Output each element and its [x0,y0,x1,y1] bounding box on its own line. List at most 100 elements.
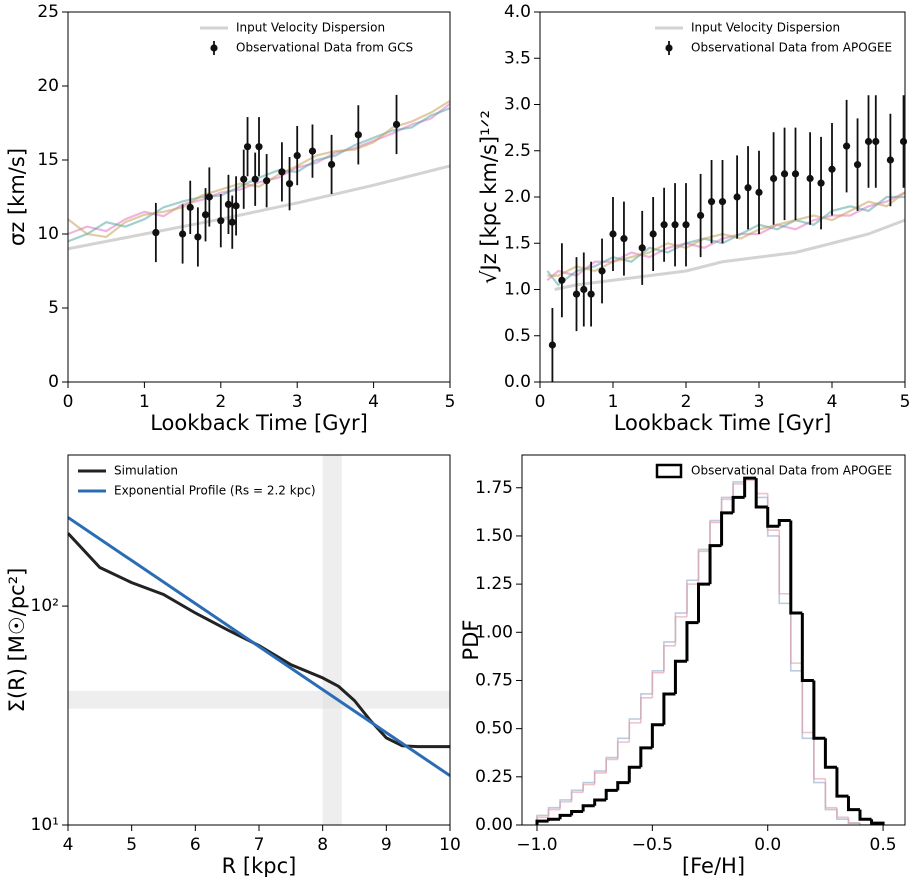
data-point [558,276,566,284]
legend-label: Input Velocity Dispersion [691,21,840,35]
data-point [853,161,862,169]
histogram-step [755,480,768,495]
histogram-step [823,738,837,769]
y-tick-label: 0 [48,372,59,392]
histogram-step [697,548,711,581]
data-point [263,177,271,185]
data-point [598,267,606,275]
y-tick-label: 15 [37,150,59,170]
histogram-step [813,738,826,784]
data-point [872,137,880,146]
data-point [671,221,679,229]
x-tick-label: 1 [139,392,150,412]
x-tick-label: 5 [900,392,911,412]
histogram-step [777,519,791,527]
legend-label: Observational Data from GCS [236,41,413,55]
data-point [609,230,617,238]
legend-label: Observational Data from APOGEE [691,464,892,478]
histogram-step [800,613,814,682]
x-tick-label: 3 [754,392,765,412]
x-tick-label: −1.0 [516,835,557,855]
y-tick-label: 4.0 [504,2,531,22]
y-tick-label: 25 [37,2,59,22]
data-point [791,170,800,178]
histogram-step [754,478,768,509]
data-point [697,211,705,220]
data-point [660,221,668,229]
histogram-step [755,478,768,499]
data-point [580,285,588,294]
y-axis-label: σz [km/s] [5,148,29,246]
histogram-step [651,671,664,698]
histogram-step [582,783,595,793]
x-tick-label: 0.5 [870,835,897,855]
histogram-step [743,476,757,498]
data-point [744,184,752,192]
x-tick-label: 5 [126,835,137,855]
data-point [707,198,716,206]
legend-label: Simulation [114,464,178,478]
y-axis-label: PDF [459,620,483,661]
data-point [327,160,336,169]
histogram-step [813,732,826,780]
x-tick-label: 10 [439,835,461,855]
histogram-step [593,798,607,806]
x-axis-label: R [kpc] [222,854,297,877]
histogram-step [824,782,837,811]
plot-frame [67,454,451,826]
histogram-step [628,722,641,743]
histogram-step [547,808,561,818]
plot-frame [67,11,451,383]
data-point [638,244,646,252]
shaded-band [322,455,342,825]
shaded-band [68,690,450,709]
data-point [179,230,187,238]
histogram-step [858,809,872,821]
data-point [770,174,778,183]
x-axis-label: Lookback Time [Gyr] [614,411,832,435]
histogram-step [835,767,849,798]
line [68,516,450,777]
y-tick-label: 1.0 [504,280,531,300]
histogram-step [581,804,595,812]
histogram-step [640,697,653,723]
y-tick-label: 0.00 [475,815,513,835]
histogram-step [801,663,814,734]
data-point [240,175,248,183]
histogram-step [558,813,572,820]
histogram-step [604,788,618,800]
histogram-step [812,680,826,740]
y-tick-label: 1.75 [475,478,513,498]
histogram-step [697,550,711,585]
x-tick-label: 0.0 [754,835,781,855]
data-point [228,218,236,226]
x-tick-label: 8 [317,835,328,855]
histogram-step [743,479,757,484]
data-point [682,221,690,229]
histogram-step [859,823,872,825]
histogram-step [720,496,734,521]
histogram-step [766,507,780,528]
data-point [828,165,836,173]
line [68,99,450,239]
histogram-step [639,746,653,768]
histogram-step [824,778,837,809]
data-point [392,120,401,129]
legend-label: Exponential Profile (Rs = 2.2 kpc) [114,484,316,498]
histogram-step [662,692,676,725]
data-point [733,193,741,201]
histogram-step [731,495,745,513]
x-tick-label: 4 [63,835,74,855]
legend-label: Observational Data from APOGEE [691,41,892,55]
histogram-step [605,758,618,773]
histogram-step [673,659,687,694]
line [68,164,450,251]
data-point [572,290,581,298]
histogram-step [628,718,641,739]
y-tick-label: 0.0 [504,372,531,392]
legend-label: Input Velocity Dispersion [236,21,385,35]
histogram-step [870,819,885,825]
histogram-step [846,796,861,812]
histogram-step [674,616,687,646]
